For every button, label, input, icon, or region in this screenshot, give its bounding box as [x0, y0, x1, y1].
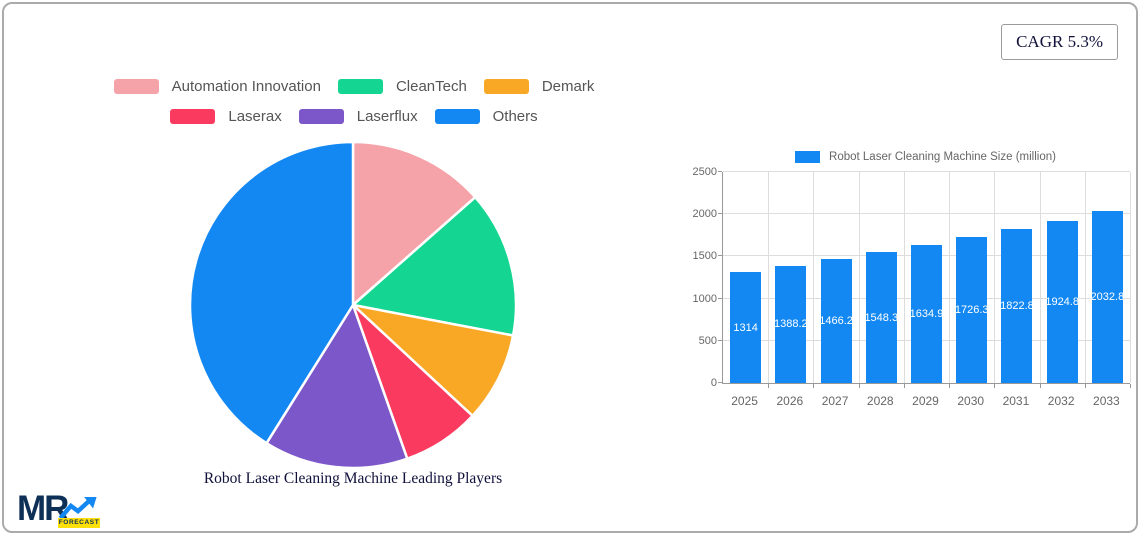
bar-value-label: 1822.8 — [1000, 300, 1034, 313]
pie-title: Robot Laser Cleaning Machine Leading Pla… — [203, 470, 503, 487]
pie-slice-cleantech[interactable] — [351, 195, 518, 337]
bar-value-label: 1924.8 — [1045, 295, 1079, 308]
legend-swatch — [337, 79, 383, 94]
logo-forecast-badge: FORECAST — [58, 518, 100, 528]
legend-label: Others — [492, 108, 538, 125]
pie-legend-item-automation-innovation[interactable]: Automation Innovation — [113, 78, 321, 95]
x-tick-label: 2028 — [866, 394, 894, 408]
x-axis-tick — [1084, 384, 1086, 388]
gridline-vertical — [813, 172, 815, 383]
trend-arrow-icon — [58, 497, 97, 520]
bar-value-label: 1314 — [733, 321, 758, 334]
legend-label: Automation Innovation — [171, 78, 321, 95]
legend-label: Demark — [541, 78, 595, 95]
mrforecast-logo: MR FORECAST — [17, 490, 109, 530]
pie-legend-row: Automation Innovation CleanTech Demark — [113, 78, 595, 95]
gridline-vertical — [1130, 172, 1131, 383]
bar-2030[interactable]: 1726.3 — [954, 237, 989, 383]
bar-value-label: 1388.2 — [774, 318, 808, 331]
x-tick-label: 2025 — [731, 394, 758, 408]
gridline-horizontal — [723, 213, 1130, 215]
legend-swatch — [298, 109, 344, 124]
x-axis-tick — [768, 384, 770, 388]
gridline-vertical — [903, 172, 905, 383]
x-axis-tick — [813, 384, 815, 388]
bar-value-label: 1466.2 — [819, 315, 853, 328]
gridline-horizontal — [723, 171, 1130, 172]
pie-legend-row: Laserax Laserflux Others — [170, 108, 538, 125]
gridline-vertical — [1084, 172, 1086, 383]
y-axis-tick — [718, 297, 722, 299]
gridline-vertical — [858, 172, 860, 383]
legend-swatch — [483, 79, 529, 94]
bar-value-label: 2032.8 — [1090, 291, 1125, 304]
x-axis-tick — [1039, 384, 1041, 388]
y-axis-tick — [718, 171, 722, 172]
y-tick-label: 2500 — [692, 166, 717, 178]
x-tick-label: 2026 — [776, 394, 804, 408]
x-axis-tick — [903, 384, 905, 388]
legend-label: Laserflux — [356, 108, 418, 125]
bar-2033[interactable]: 2032.8 — [1090, 211, 1125, 383]
y-axis-tick — [718, 213, 722, 215]
gridline-vertical — [768, 172, 770, 383]
pie-legend-item-others[interactable]: Others — [434, 108, 538, 125]
bar-legend-swatch — [795, 151, 821, 163]
pie-legend: Automation Innovation CleanTech Demark Lase… — [4, 78, 704, 125]
legend-swatch — [434, 109, 480, 124]
y-axis-tick — [718, 255, 722, 257]
y-tick-label: 1500 — [692, 250, 717, 263]
bar-legend-label: Robot Laser Cleaning Machine Size (milli… — [829, 151, 1056, 163]
x-tick-label: 2030 — [957, 394, 985, 408]
x-tick-label: 2031 — [1002, 394, 1030, 408]
y-axis-labels: 0 500 1000 1500 2000 2500 — [686, 166, 717, 389]
x-axis-labels: 2025 2026 2027 2028 2029 2030 2031 2032 2033 — [722, 388, 1129, 408]
pie-slice-laserflux[interactable] — [265, 303, 409, 470]
bar-2029[interactable]: 1634.9 — [909, 245, 944, 383]
gridline-vertical — [949, 172, 951, 383]
x-tick-label: 2029 — [912, 394, 939, 408]
bar-2032[interactable]: 1924.8 — [1045, 220, 1079, 383]
x-axis-tick — [858, 384, 860, 388]
x-axis-tick — [994, 384, 996, 388]
bar-legend-item[interactable]: Robot Laser Cleaning Machine Size (milli… — [722, 151, 1129, 163]
bar-chart: Robot Laser Cleaning Machine Size (milli… — [686, 147, 1140, 419]
legend-label: Laserax — [228, 108, 282, 125]
legend-label: CleanTech — [395, 78, 467, 95]
y-tick-label: 500 — [698, 334, 717, 347]
bar-2025[interactable]: 1314 — [730, 272, 762, 383]
bar-2026[interactable]: 1388.2 — [774, 265, 808, 383]
y-tick-label: 2000 — [692, 208, 717, 221]
legend-swatch — [113, 79, 159, 94]
y-tick-label: 0 — [710, 377, 717, 389]
pie-chart[interactable] — [186, 138, 520, 472]
pie-legend-item-cleantech[interactable]: CleanTech — [337, 78, 467, 95]
pie-legend-item-laserax[interactable]: Laserax — [170, 108, 282, 125]
bar-2027[interactable]: 1466.2 — [819, 259, 853, 383]
x-axis-tick — [1130, 384, 1131, 388]
bar-2031[interactable]: 1822.8 — [1000, 229, 1034, 383]
bar-value-label: 1548.3 — [864, 311, 899, 324]
pie-legend-item-demark[interactable]: Demark — [483, 78, 595, 95]
gridline-vertical — [1039, 172, 1041, 383]
bar-plot-area: 1314 1388.2 1466.2 1548.3 1634.9 1726.3 1822.8… — [718, 171, 1131, 388]
pie-legend-item-laserflux[interactable]: Laserflux — [298, 108, 418, 125]
pie-slice-automation-innovation[interactable] — [351, 140, 477, 307]
x-tick-label: 2032 — [1047, 394, 1075, 408]
pie-slice-demark[interactable] — [351, 303, 515, 418]
cagr-badge: CAGR 5.3% — [1001, 24, 1118, 60]
x-tick-label: 2033 — [1093, 394, 1120, 408]
y-axis-tick — [718, 382, 722, 383]
pie-slice-others[interactable] — [188, 140, 355, 445]
legend-swatch — [170, 109, 216, 124]
x-axis-tick — [949, 384, 951, 388]
bar-2028[interactable]: 1548.3 — [864, 252, 899, 383]
bar-value-label: 1634.9 — [909, 308, 944, 320]
bar-value-label: 1726.3 — [954, 304, 989, 317]
x-tick-label: 2027 — [821, 394, 849, 408]
y-tick-label: 1000 — [692, 292, 717, 305]
gridline-vertical — [994, 172, 996, 383]
y-axis-tick — [718, 339, 722, 341]
